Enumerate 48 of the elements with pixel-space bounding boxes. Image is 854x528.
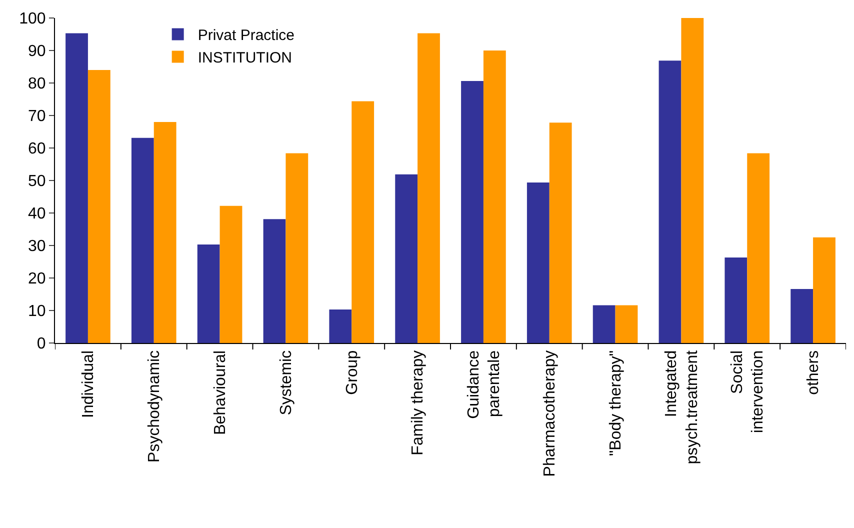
bar [286,153,308,343]
bar [461,81,484,343]
x-tick-label: Individual [80,350,98,418]
bar [263,219,286,343]
x-tick-label: Group [344,350,361,395]
bar [615,305,638,343]
bar [592,305,616,343]
bar [88,70,110,343]
bar [747,153,770,343]
y-tick-label: 30 [28,238,46,256]
x-tick-label: Integated psych.treatment [663,350,701,464]
bar [395,174,418,343]
x-tick-label: Psychodynamic [146,350,164,462]
x-tick-label: Behavioural [212,350,229,435]
y-tick-label: 0 [36,336,46,353]
x-tick-label: Family therapy [410,350,427,456]
y-tick-label: 70 [28,108,46,126]
x-tick-label: Pharmacotherapy [542,350,559,477]
bar [154,122,176,343]
y-tick-label: 10 [28,303,46,320]
x-tick-label: Systemic [278,350,295,416]
bar [790,289,814,343]
y-tick-label: 90 [28,43,46,60]
y-tick-label: 100 [19,10,46,28]
bar [724,258,748,343]
y-tick-label: 20 [28,270,46,288]
bar [813,237,836,343]
bar [66,33,88,343]
bar [352,101,374,343]
y-tick-label: 60 [28,140,46,158]
bar [329,310,352,343]
bar [131,138,154,343]
bar [658,60,682,343]
bar [483,50,506,343]
x-tick-label: others [805,350,822,395]
legend-label: Privat Practice [198,27,295,44]
bar [197,244,220,343]
bar [220,206,242,343]
bar [418,33,440,343]
bar [526,182,550,343]
y-tick-label: 80 [28,76,46,93]
bar [681,18,704,343]
x-tick-label: Guidance parentale [465,350,504,419]
y-tick-label: 40 [28,206,46,223]
y-tick-label: 50 [28,173,46,190]
x-tick-label: "Body therapy" [607,350,624,456]
legend-label: INSTITUTION [198,50,292,67]
bar [549,122,572,343]
